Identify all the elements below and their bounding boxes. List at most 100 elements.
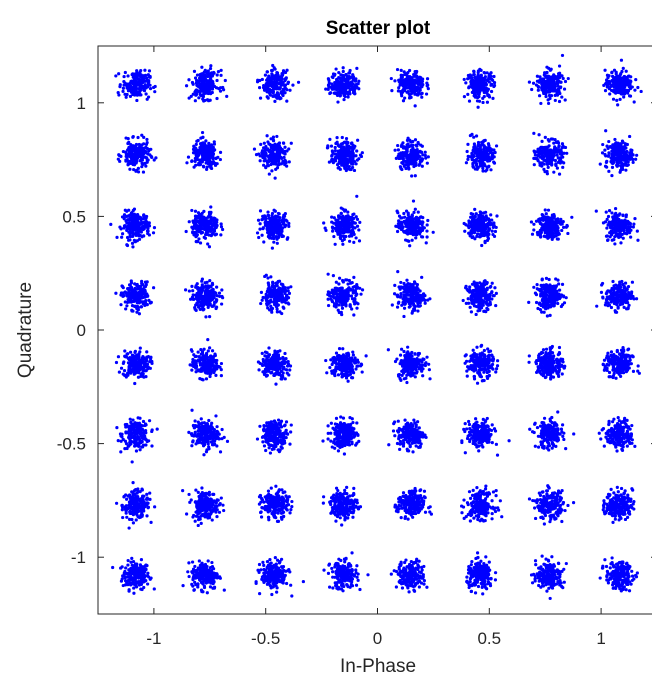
data-point: [206, 72, 211, 76]
data-point: [281, 371, 285, 375]
data-point: [284, 301, 288, 305]
data-point: [186, 155, 191, 159]
data-point: [192, 588, 196, 592]
data-point: [269, 145, 274, 149]
data-point: [146, 85, 150, 89]
data-point: [277, 450, 281, 454]
data-point: [137, 91, 142, 95]
data-point: [128, 283, 132, 287]
data-point: [273, 176, 277, 180]
data-point: [258, 96, 263, 100]
data-point: [197, 289, 201, 294]
data-point: [190, 159, 194, 163]
data-point: [262, 444, 267, 448]
data-point: [144, 294, 148, 299]
data-point: [202, 209, 206, 213]
data-point: [283, 212, 287, 216]
data-point: [272, 147, 276, 152]
data-point: [262, 141, 266, 145]
data-point: [201, 364, 205, 368]
data-point: [120, 432, 124, 436]
data-point: [140, 365, 144, 369]
data-point: [219, 233, 223, 237]
data-point: [262, 240, 266, 244]
data-point: [193, 209, 198, 213]
data-point: [144, 359, 149, 363]
data-point: [201, 440, 206, 444]
data-point: [197, 84, 201, 88]
data-point: [275, 586, 279, 590]
data-point: [263, 274, 267, 279]
data-point: [146, 158, 150, 162]
data-point: [187, 220, 191, 224]
data-point: [266, 494, 270, 499]
data-point: [284, 420, 289, 424]
data-point: [197, 511, 201, 515]
data-point: [264, 296, 268, 300]
data-point: [204, 315, 208, 319]
data-point: [207, 418, 211, 423]
data-point: [141, 576, 145, 580]
data-point: [142, 357, 146, 361]
data-point: [147, 221, 151, 225]
data-point: [119, 154, 123, 158]
data-point: [124, 511, 128, 515]
data-point: [267, 434, 272, 438]
data-point: [197, 295, 201, 299]
data-point: [122, 294, 126, 298]
data-point: [273, 511, 277, 515]
data-point: [202, 421, 206, 425]
data-point: [279, 82, 283, 86]
data-point: [114, 360, 119, 365]
data-point: [199, 230, 203, 234]
data-point: [122, 360, 126, 364]
data-point: [258, 493, 262, 498]
data-point: [201, 513, 205, 517]
data-point: [200, 130, 205, 135]
data-point: [274, 281, 278, 285]
data-point: [267, 518, 271, 522]
data-point: [211, 433, 215, 437]
data-point: [256, 568, 260, 572]
data-point: [198, 307, 202, 311]
data-point: [140, 360, 144, 365]
data-point: [129, 560, 133, 564]
data-point: [138, 363, 143, 367]
data-point: [142, 217, 146, 221]
data-point: [291, 83, 295, 87]
data-point: [140, 514, 144, 518]
data-point: [203, 300, 207, 304]
data-point: [146, 501, 150, 505]
data-point: [148, 153, 152, 157]
data-point: [200, 215, 205, 219]
data-point: [265, 559, 270, 564]
data-point: [133, 577, 137, 581]
data-point: [209, 440, 213, 444]
data-point: [122, 226, 126, 230]
data-point: [200, 581, 205, 585]
data-point: [132, 359, 136, 364]
data-point: [260, 77, 264, 82]
data-point: [279, 290, 283, 294]
data-point: [283, 145, 287, 149]
data-point: [125, 430, 129, 435]
data-point: [190, 349, 194, 353]
data-point: [122, 213, 127, 217]
data-point: [131, 521, 136, 525]
data-point: [136, 487, 140, 491]
data-point: [263, 568, 268, 572]
data-point: [141, 355, 145, 359]
data-point: [212, 229, 217, 233]
data-point: [282, 155, 286, 159]
data-point: [289, 583, 293, 587]
data-point: [138, 221, 142, 225]
data-point: [209, 154, 213, 158]
data-point: [196, 438, 200, 442]
data-point: [190, 368, 194, 372]
data-point: [270, 214, 274, 218]
data-point: [331, 586, 335, 590]
data-point: [268, 153, 272, 157]
data-point: [138, 490, 142, 494]
data-point: [210, 349, 215, 353]
data-point: [143, 73, 148, 77]
